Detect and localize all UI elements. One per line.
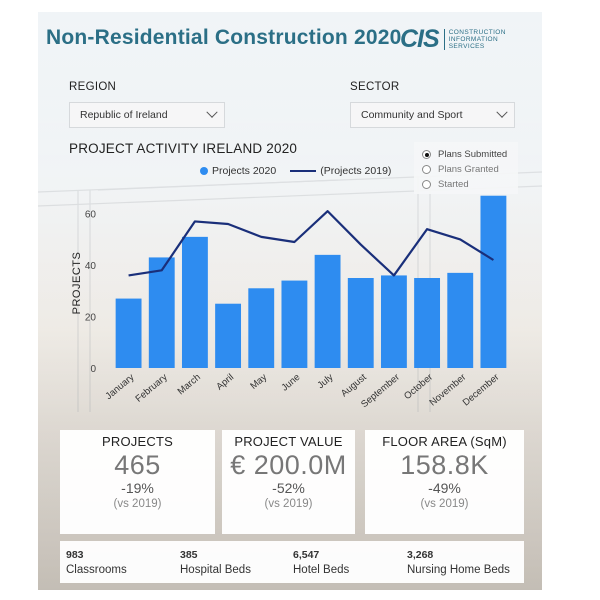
x-tick-label: May [248,372,269,392]
radio-plans-granted[interactable]: Plans Granted [422,162,518,177]
kpi-card-projects: PROJECTS 465 -19% (vs 2019) [60,430,215,534]
x-tick-label: February [133,372,169,405]
y-tick-label: 40 [85,261,97,272]
fact-item: 385 Hospital Beds [174,541,287,583]
kpi-comparison: (vs 2019) [420,498,469,510]
logo-line: INFORMATION [448,36,499,43]
kpi-value: € 200.0M [230,450,347,480]
sector-label: SECTOR [350,81,400,93]
legend-line-swatch [290,170,317,172]
legend-item: Projects 2020 [212,165,277,177]
bar [447,272,474,368]
chart-legend: Projects 2020 (Projects 2019) [200,165,391,177]
y-tick-label: 20 [85,313,97,324]
x-tick-label: April [214,372,236,393]
status-radio-group: Plans Submitted Plans Granted Started [414,142,518,194]
kpi-value: 158.8K [400,450,489,480]
chart-title: PROJECT ACTIVITY IRELAND 2020 [69,141,298,156]
chevron-down-icon [496,106,508,118]
y-tick-label: 60 [85,210,97,221]
radio-label: Plans Submitted [438,149,508,160]
legend-item: (Projects 2019) [320,165,392,177]
logo-text: CONSTRUCTION INFORMATION SERVICES [443,29,506,50]
kpi-label: PROJECT VALUE [234,434,343,449]
fact-item: 6,547 Hotel Beds [287,541,401,583]
y-axis-label: PROJECTS [71,252,83,315]
radio-button[interactable] [422,180,431,189]
bar [480,195,507,368]
radio-plans-submitted[interactable]: Plans Submitted [422,147,518,162]
x-tick-label: August [339,372,369,400]
kpi-card-floor-area: FLOOR AREA (SqM) 158.8K -49% (vs 2019) [365,430,524,534]
kpi-value: 465 [114,450,161,480]
region-value: Republic of Ireland [80,109,168,121]
chevron-down-icon [206,106,218,118]
bar [181,236,208,368]
logo-line: CONSTRUCTION [448,29,506,36]
fact-item: 3,268 Nursing Home Beds [401,541,524,583]
bar [148,257,175,368]
bar [248,288,275,368]
facts-strip: 983 Classrooms 385 Hospital Beds 6,547 H… [60,541,524,583]
fact-label: Classrooms [66,564,127,576]
fact-number: 3,268 [407,549,434,561]
sector-value: Community and Sport [361,109,463,121]
bar [314,254,341,368]
kpi-change: -49% [428,480,461,496]
x-tick-label: January [104,372,137,402]
fact-item: 983 Classrooms [60,541,174,583]
region-dropdown[interactable]: Republic of Ireland [69,102,225,128]
kpi-comparison: (vs 2019) [113,498,162,510]
y-tick-label: 0 [90,364,96,375]
logo-mark: CIS [400,25,440,53]
page-title: Non-Residential Construction 2020 [46,26,402,49]
x-tick-label: July [315,372,335,391]
kpi-change: -19% [121,480,154,496]
radio-button[interactable] [422,165,431,174]
bar [380,275,407,368]
fact-label: Hospital Beds [180,564,251,576]
kpi-card-project-value: PROJECT VALUE € 200.0M -52% (vs 2019) [222,430,355,534]
region-label: REGION [69,81,117,93]
x-tick-label: June [279,372,302,394]
legend-bar-swatch [200,167,208,175]
bar [414,278,441,368]
kpi-comparison: (vs 2019) [264,498,313,510]
kpi-change: -52% [272,480,305,496]
fact-label: Nursing Home Beds [407,564,510,576]
x-tick-label: December [461,372,502,409]
radio-button[interactable] [422,150,431,159]
radio-label: Plans Granted [438,164,499,175]
sector-dropdown[interactable]: Community and Sport [350,102,515,128]
bar [215,303,242,368]
fact-number: 385 [180,549,198,561]
bar [347,278,374,368]
radio-label: Started [438,179,469,190]
bar [115,298,142,368]
line-series [128,210,494,277]
fact-number: 983 [66,549,84,561]
fact-label: Hotel Beds [293,564,350,576]
x-tick-label: March [176,372,203,397]
radio-started[interactable]: Started [422,177,518,192]
kpi-label: FLOOR AREA (SqM) [382,434,507,449]
logo-line: SERVICES [448,43,485,50]
cis-logo: CIS CONSTRUCTION INFORMATION SERVICES [400,25,506,54]
fact-number: 6,547 [293,549,320,561]
kpi-label: PROJECTS [102,434,173,449]
bar [281,280,308,368]
